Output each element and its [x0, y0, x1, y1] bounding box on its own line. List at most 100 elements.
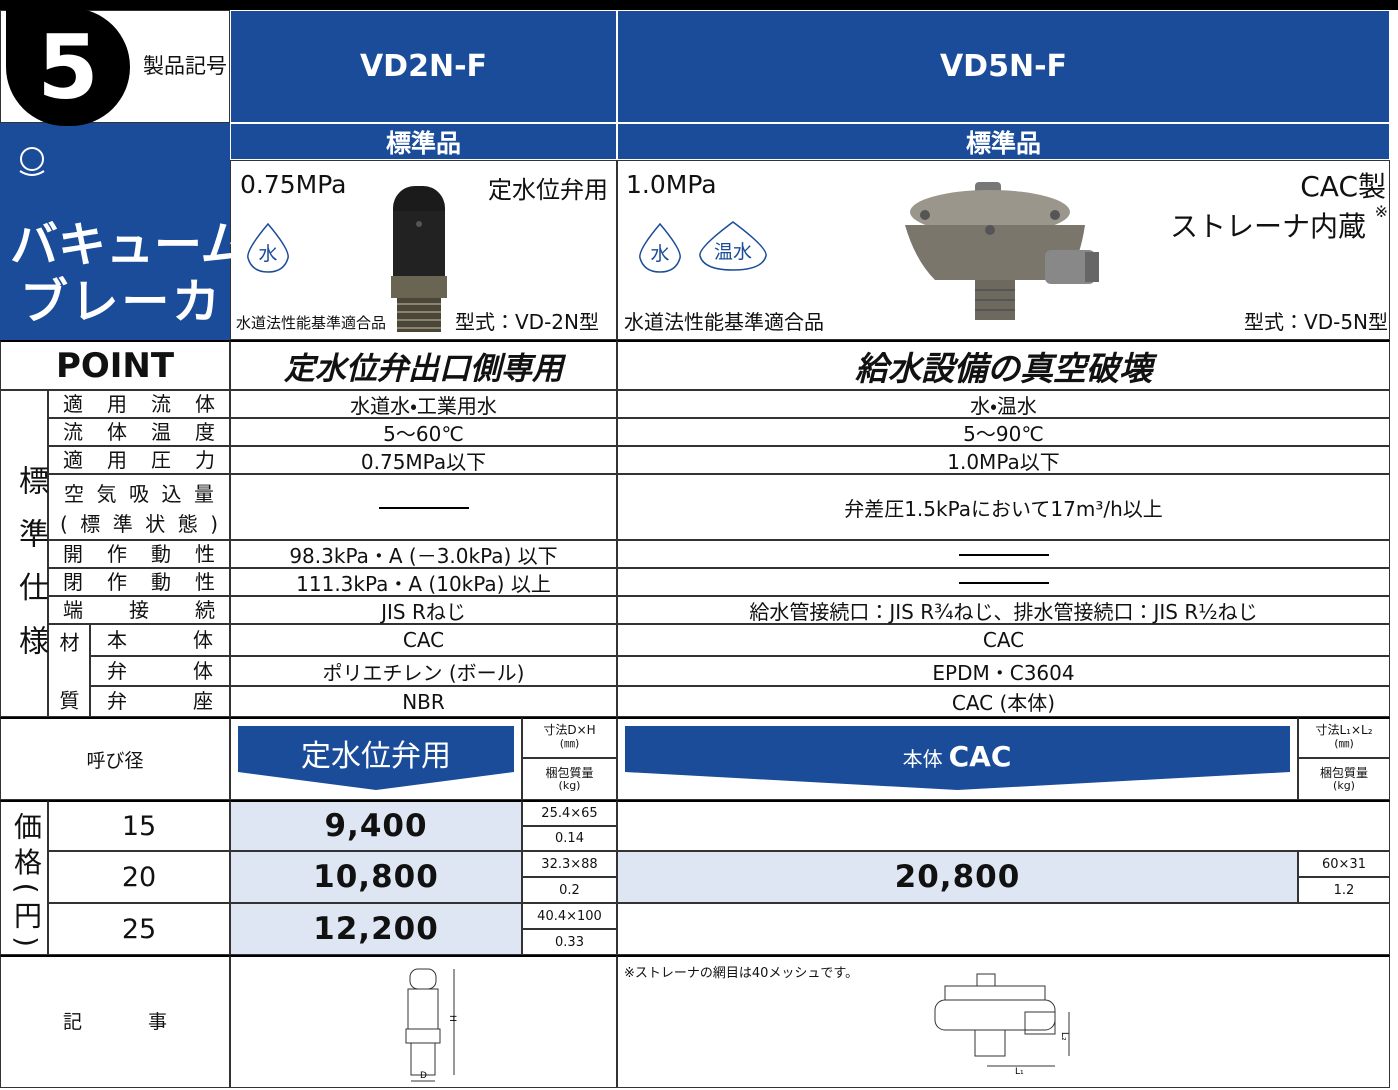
dimension-label: L₂: [1059, 1032, 1069, 1041]
grade-header: 標準品: [617, 123, 1390, 160]
banner-shape: [625, 726, 1290, 790]
model-type: 型式：VD-5N型: [1244, 310, 1388, 334]
empty-price-cell: [617, 800, 1390, 851]
price: 9,400: [230, 800, 522, 851]
compliance: 水道法性能基準適合品: [236, 314, 387, 332]
weight-header: [522, 758, 617, 800]
spec-value: CAC (本体): [617, 686, 1390, 717]
drawing-part: [410, 1042, 436, 1076]
drop-outline: [699, 221, 767, 271]
spec-label-line: (標準状態): [60, 512, 218, 536]
price: 12,200: [230, 903, 522, 955]
spec-value: 給水管接続口：JIS R¾ねじ、排水管接続口：JIS R½ねじ: [617, 596, 1390, 624]
weight: 1.2: [1298, 877, 1390, 903]
drawing-part: [934, 999, 1056, 1031]
material-feature: CAC製: [1300, 170, 1386, 203]
nominal-size: 25: [48, 903, 230, 955]
spec-value: 水・温水: [617, 390, 1390, 418]
material-label-text: 材質: [56, 632, 80, 710]
not-applicable-line: [958, 554, 1049, 556]
vd5-product-image: [905, 182, 1099, 320]
notes-label: 記事: [0, 955, 230, 1088]
weight-header: [1298, 758, 1390, 800]
spec-label: 適用圧力: [48, 446, 230, 474]
spec-value: 98.3kPa・A (－3.0kPa) 以下: [230, 540, 617, 568]
dimensions: 60×31: [1298, 851, 1390, 877]
top-band: [0, 0, 1398, 10]
banner-cell: [230, 717, 522, 800]
weight-header-line: 梱包質量: [1319, 766, 1368, 780]
dim-header-line: 寸法L₁×L₂: [1315, 723, 1373, 737]
banner-cell: [617, 717, 1298, 800]
dim-header: [522, 717, 617, 758]
spec-section-label-text: 標準仕様: [13, 465, 48, 655]
notes-cell: [230, 955, 617, 1088]
spec-value: 1.0MPa以下: [617, 446, 1390, 474]
vd2-banner: 定水位弁用: [238, 726, 514, 790]
spec-label: 開作動性: [48, 540, 230, 568]
code-label: 製品記号: [143, 54, 227, 78]
vd5-banner: 本体 CAC: [625, 726, 1290, 790]
spec-value: CAC: [230, 624, 617, 656]
weight: 0.33: [522, 929, 617, 955]
icon-ring: [20, 147, 44, 171]
drawing-part: [405, 1028, 441, 1044]
pressure: 0.75MPa: [240, 170, 347, 199]
spec-value: CAC: [617, 624, 1390, 656]
banner-material: CAC: [949, 740, 1012, 773]
spec-value: 5～60℃: [230, 418, 617, 446]
drawing-part: [976, 973, 996, 987]
spec-label: 弁座: [90, 686, 230, 717]
spec-value: 111.3kPa・A (10kPa) 以上: [230, 568, 617, 596]
spec-label: 本体: [90, 624, 230, 656]
weight: 0.2: [522, 877, 617, 903]
not-applicable-line: [958, 582, 1049, 584]
category-line: ブレーカ: [20, 274, 220, 330]
dimension-label: L₁: [1015, 1067, 1024, 1077]
grade-header: 標準品: [230, 123, 617, 160]
vd2-product-image: [391, 186, 447, 332]
empty-price-cell: [617, 903, 1390, 955]
fluid-icon: 水: [639, 222, 681, 273]
drop-outline: [639, 222, 681, 273]
drawing-part: [1024, 1011, 1056, 1035]
spec-value: EPDM・C3604: [617, 656, 1390, 686]
spec-value: NBR: [230, 686, 617, 717]
model-type: 型式：VD-2N型: [455, 310, 599, 334]
point-text: 給水設備の真空破壊: [617, 340, 1390, 390]
spec-value: [230, 474, 617, 540]
model-header: VD2N-F: [230, 10, 617, 123]
use: 定水位弁用: [488, 176, 608, 204]
weight-header-line: (kg): [1333, 779, 1355, 792]
banner-shape: [238, 726, 514, 790]
strainer-feature: ストレーナ内蔵: [1169, 210, 1366, 243]
category-block: [0, 123, 230, 340]
spec-value: 5～90℃: [617, 418, 1390, 446]
spec-value: 弁差圧1.5kPaにおいて17m³/h以上: [617, 474, 1390, 540]
weight-header-line: (kg): [558, 779, 581, 792]
fluid-icon: 温水: [699, 221, 767, 271]
spec-label-line: 空気吸込量: [64, 482, 214, 506]
nominal-size: 20: [48, 851, 230, 903]
not-applicable-line: [378, 507, 469, 509]
feature-mark: ※: [1374, 202, 1388, 221]
dimensions: 40.4×100: [522, 903, 617, 929]
pressure: 1.0MPa: [626, 170, 717, 199]
banner-text: 本体 CAC: [903, 740, 1012, 773]
drawing-part: [409, 968, 437, 990]
price-section-label-text: 価格(円): [10, 812, 43, 947]
price-section-label: [0, 800, 48, 955]
spec-value: JIS Rねじ: [230, 596, 617, 624]
price: 20,800: [617, 851, 1298, 903]
spec-value: [617, 540, 1390, 568]
icon-leaf: [19, 170, 45, 176]
weight-header-line: 梱包質量: [545, 766, 594, 780]
spec-value: 水道水・工業用水: [230, 390, 617, 418]
spec-label: 弁体: [90, 656, 230, 686]
compliance: 水道法性能基準適合品: [624, 310, 824, 334]
dimensions: 25.4×65: [522, 800, 617, 826]
fluid-label: 水: [650, 243, 669, 265]
size-header: 呼び径: [0, 717, 230, 800]
notes-cell: [617, 955, 1390, 1088]
